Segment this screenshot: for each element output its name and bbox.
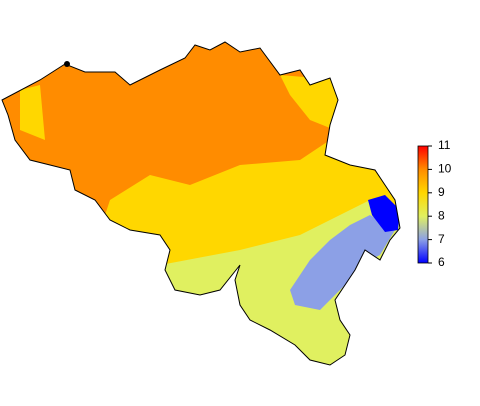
colorbar-tick-label: 7 xyxy=(438,232,445,246)
colorbar-tick-label: 9 xyxy=(438,185,445,199)
colorbar-tick-label: 8 xyxy=(438,208,445,222)
region-cool xyxy=(290,215,395,310)
marker xyxy=(64,61,70,67)
region-cold xyxy=(368,195,400,232)
region-yellow-ne xyxy=(280,75,340,130)
colorbar-tick-label: 11 xyxy=(438,138,451,152)
colorbar-tick-label: 6 xyxy=(438,255,445,269)
colorbar xyxy=(417,145,429,264)
colorbar-tick-label: 10 xyxy=(438,162,452,176)
border xyxy=(1,41,401,366)
region-yellow-w xyxy=(20,85,45,140)
